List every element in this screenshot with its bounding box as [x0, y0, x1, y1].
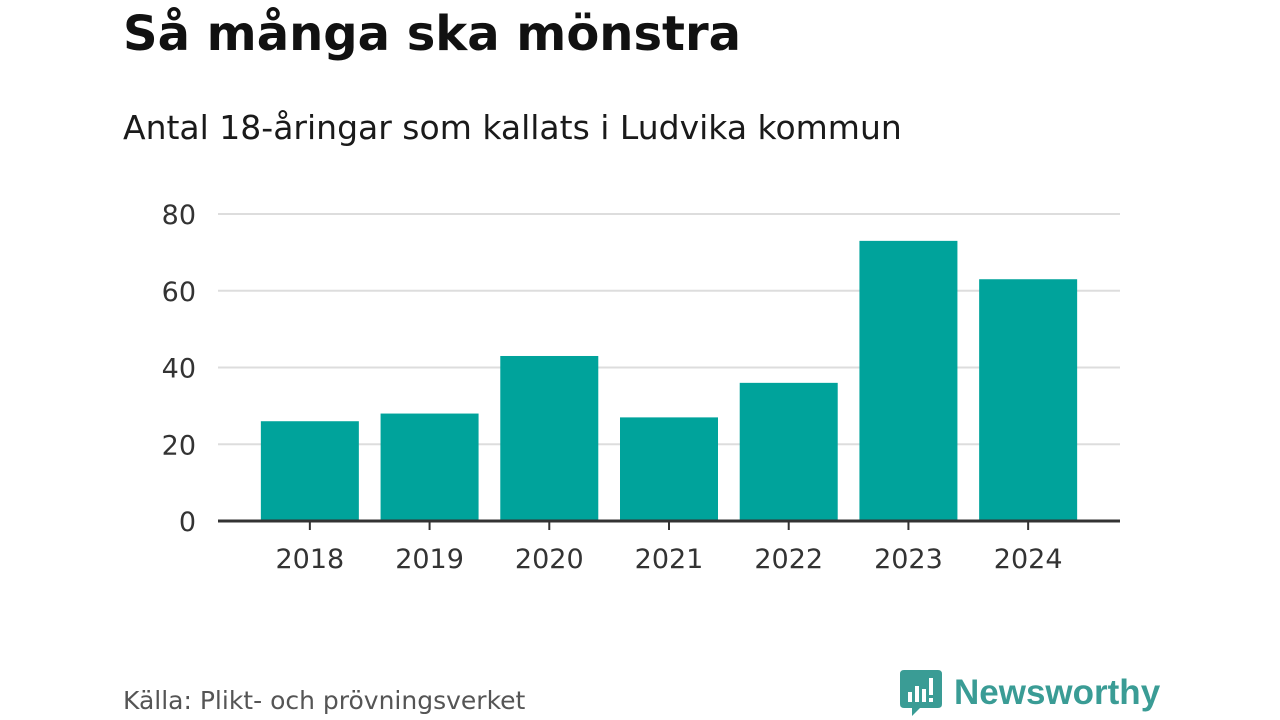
bar-chart: 0 20 40 60 80 2018 2019 2020 2021 2022 2023 2024	[162, 200, 1120, 575]
bar-2018	[260, 421, 359, 521]
y-tick-label: 60	[162, 277, 196, 308]
bar-2021	[620, 417, 718, 521]
chart-title: Så många ska mönstra	[123, 6, 742, 62]
newsworthy-logo-text: Newsworthy	[954, 673, 1161, 712]
bar-2019	[380, 413, 479, 521]
chart-subtitle: Antal 18-åringar som kallats i Ludvika k…	[123, 108, 902, 147]
bar-2022	[739, 382, 838, 521]
bar-2023	[859, 240, 958, 522]
x-tick-label-2022: 2022	[754, 544, 823, 575]
x-tick-label-2023: 2023	[874, 544, 943, 575]
y-tick-label: 80	[162, 200, 196, 231]
x-axis-ticks: 2018 2019 2020 2021 2022 2023 2024	[275, 521, 1063, 575]
bars	[260, 240, 1078, 522]
bar-2020	[500, 355, 599, 521]
x-tick-label-2019: 2019	[395, 544, 464, 575]
y-axis-ticks: 0 20 40 60 80	[162, 200, 196, 538]
y-tick-label: 40	[162, 354, 196, 385]
source-note: Källa: Plikt- och prövningsverket	[123, 686, 526, 715]
y-tick-label: 20	[162, 430, 196, 461]
bar-2024	[979, 279, 1078, 521]
y-tick-label: 0	[179, 507, 196, 538]
newsworthy-logo: Newsworthy	[900, 670, 1160, 716]
x-tick-label-2021: 2021	[635, 544, 704, 575]
x-tick-label-2020: 2020	[515, 544, 584, 575]
newsworthy-logo-icon	[900, 670, 942, 716]
x-tick-label-2018: 2018	[275, 544, 344, 575]
x-tick-label-2024: 2024	[994, 544, 1063, 575]
